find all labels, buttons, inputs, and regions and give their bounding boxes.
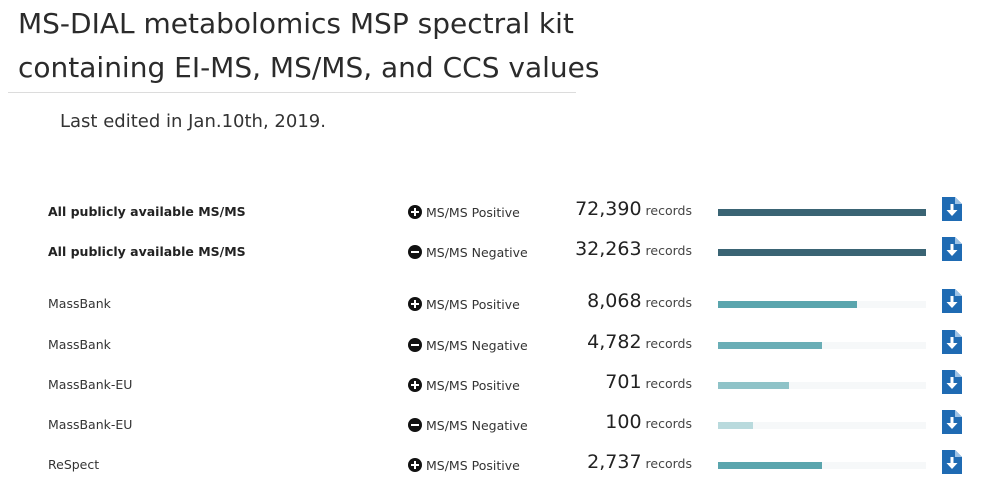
record-count-value: 32,263 <box>575 238 642 260</box>
record-count: 100 records <box>605 411 692 433</box>
ms-mode: MS/MS Negative <box>408 336 528 354</box>
dataset-row: ReSpect MS/MS Positive 2,737 records <box>0 445 983 485</box>
dataset-name: MassBank-EU <box>48 417 133 432</box>
ms-mode-label: MS/MS Negative <box>426 337 528 353</box>
page-title-line-2: containing EI-MS, MS/MS, and CCS values <box>18 51 600 84</box>
record-proportion-fill <box>718 249 926 256</box>
plus-circle-icon <box>408 458 422 472</box>
record-count-unit: records <box>645 243 692 258</box>
record-proportion-bar <box>718 382 926 389</box>
record-proportion-bar <box>718 342 926 349</box>
dataset-row: MassBank MS/MS Positive 8,068 records <box>0 284 983 324</box>
minus-circle-icon <box>408 338 422 352</box>
record-proportion-bar <box>718 422 926 429</box>
record-proportion-fill <box>718 209 926 216</box>
dataset-name: All publicly available MS/MS <box>48 204 246 219</box>
record-count-unit: records <box>645 416 692 431</box>
ms-mode: MS/MS Negative <box>408 243 528 261</box>
ms-mode: MS/MS Positive <box>408 456 520 474</box>
dataset-row: MassBank-EU MS/MS Positive 701 records <box>0 365 983 405</box>
record-count-unit: records <box>645 203 692 218</box>
ms-mode-label: MS/MS Positive <box>426 457 520 473</box>
record-count-unit: records <box>645 336 692 351</box>
ms-mode-label: MS/MS Positive <box>426 204 520 220</box>
record-count-unit: records <box>645 376 692 391</box>
dataset-row: All publicly available MS/MS MS/MS Positi… <box>0 192 983 232</box>
ms-mode: MS/MS Positive <box>408 295 520 313</box>
download-icon[interactable] <box>942 237 962 261</box>
record-count-value: 4,782 <box>587 331 642 353</box>
dataset-name: All publicly available MS/MS <box>48 244 246 259</box>
dataset-name: MassBank <box>48 296 111 311</box>
record-count-value: 2,737 <box>587 451 642 473</box>
download-icon[interactable] <box>942 410 962 434</box>
minus-circle-icon <box>408 418 422 432</box>
ms-mode: MS/MS Negative <box>408 416 528 434</box>
ms-mode-label: MS/MS Negative <box>426 244 528 260</box>
page-title: MS-DIAL metabolomics MSP spectral kit co… <box>18 2 599 90</box>
ms-mode-label: MS/MS Positive <box>426 296 520 312</box>
record-count: 8,068 records <box>587 290 692 312</box>
record-count-value: 100 <box>605 411 642 433</box>
page-title-line-1: MS-DIAL metabolomics MSP spectral kit <box>18 7 574 40</box>
record-count: 4,782 records <box>587 331 692 353</box>
download-icon[interactable] <box>942 289 962 313</box>
record-proportion-fill <box>718 301 857 308</box>
download-icon[interactable] <box>942 370 962 394</box>
title-divider <box>8 92 576 93</box>
record-proportion-fill <box>718 462 822 469</box>
plus-circle-icon <box>408 297 422 311</box>
ms-mode: MS/MS Positive <box>408 376 520 394</box>
ms-mode: MS/MS Positive <box>408 203 520 221</box>
record-count-value: 72,390 <box>575 198 642 220</box>
ms-mode-label: MS/MS Positive <box>426 377 520 393</box>
record-proportion-fill <box>718 422 753 429</box>
dataset-name: ReSpect <box>48 457 100 472</box>
record-count: 72,390 records <box>575 198 692 220</box>
record-proportion-bar <box>718 462 926 469</box>
dataset-row: MassBank-EU MS/MS Negative 100 records <box>0 405 983 445</box>
download-icon[interactable] <box>942 197 962 221</box>
record-proportion-bar <box>718 209 926 216</box>
dataset-row: All publicly available MS/MS MS/MS Negati… <box>0 232 983 272</box>
dataset-name: MassBank-EU <box>48 377 133 392</box>
record-proportion-bar <box>718 301 926 308</box>
last-edited-text: Last edited in Jan.10th, 2019. <box>60 111 326 132</box>
download-icon[interactable] <box>942 330 962 354</box>
record-count: 32,263 records <box>575 238 692 260</box>
dataset-name: MassBank <box>48 337 111 352</box>
record-proportion-bar <box>718 249 926 256</box>
record-proportion-fill <box>718 382 789 389</box>
dataset-row: MassBank MS/MS Negative 4,782 records <box>0 325 983 365</box>
record-count: 701 records <box>605 371 692 393</box>
download-icon[interactable] <box>942 450 962 474</box>
record-proportion-fill <box>718 342 822 349</box>
ms-mode-label: MS/MS Negative <box>426 417 528 433</box>
record-count-value: 701 <box>605 371 642 393</box>
record-count-value: 8,068 <box>587 290 642 312</box>
record-count: 2,737 records <box>587 451 692 473</box>
record-count-unit: records <box>645 456 692 471</box>
plus-circle-icon <box>408 205 422 219</box>
plus-circle-icon <box>408 378 422 392</box>
minus-circle-icon <box>408 245 422 259</box>
record-count-unit: records <box>645 295 692 310</box>
